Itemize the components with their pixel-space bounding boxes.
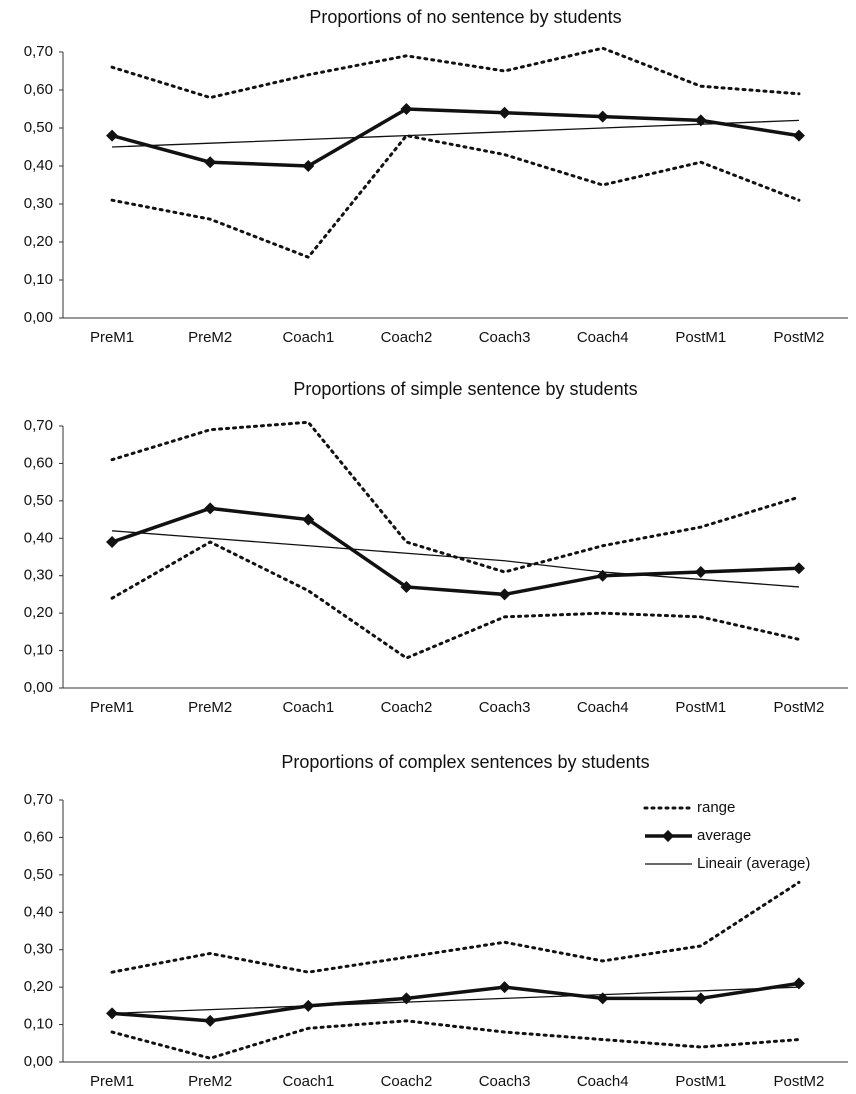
x-tick-label: PreM1	[90, 1073, 134, 1090]
x-tick-label: PostM1	[675, 329, 726, 346]
x-tick-label: Coach4	[577, 1073, 629, 1090]
y-tick-label: 0,30	[24, 195, 53, 212]
y-tick-label: 0,70	[24, 417, 53, 434]
series-line	[111, 981, 800, 1023]
data-point	[106, 536, 119, 549]
x-tick-label: Coach1	[282, 329, 334, 346]
x-tick-label: Coach2	[381, 699, 433, 716]
data-point	[694, 114, 707, 127]
y-tick-label: 0,60	[24, 828, 53, 845]
series-line	[110, 133, 801, 259]
legend-label: Lineair (average)	[697, 855, 810, 872]
series-line	[110, 420, 801, 574]
y-tick-label: 0,00	[24, 679, 53, 696]
x-tick-label: Coach3	[479, 1073, 531, 1090]
chart-title: Proportions of no sentence by students	[309, 7, 621, 27]
y-tick-label: 0,10	[24, 642, 53, 659]
x-tick-label: PostM2	[774, 329, 825, 346]
x-tick-label: PreM2	[188, 699, 232, 716]
x-tick-label: PostM2	[774, 1073, 825, 1090]
data-point	[792, 977, 805, 990]
x-tick-label: Coach1	[282, 1073, 334, 1090]
y-tick-label: 0,50	[24, 866, 53, 883]
y-tick-label: 0,60	[24, 454, 53, 471]
series-line	[112, 530, 799, 588]
series-line	[110, 880, 801, 974]
legend-label: average	[697, 827, 751, 844]
data-point	[204, 156, 217, 169]
y-tick-label: 0,30	[24, 941, 53, 958]
data-point	[694, 565, 707, 578]
data-point	[792, 562, 805, 575]
x-tick-label: PreM1	[90, 329, 134, 346]
legend-marker	[662, 830, 674, 842]
data-point	[400, 103, 413, 115]
y-tick-label: 0,40	[24, 157, 53, 174]
series-line	[110, 46, 801, 100]
x-tick-label: PostM1	[675, 699, 726, 716]
data-point	[106, 129, 119, 142]
x-tick-label: Coach4	[577, 699, 629, 716]
x-tick-label: PostM2	[774, 699, 825, 716]
y-tick-label: 0,00	[24, 309, 53, 326]
y-tick-label: 0,20	[24, 978, 53, 995]
y-tick-label: 0,50	[24, 492, 53, 509]
legend-label: range	[697, 799, 735, 816]
x-tick-label: PreM2	[188, 1073, 232, 1090]
series-line	[110, 540, 801, 660]
data-point	[302, 160, 315, 172]
series-line	[112, 986, 799, 1014]
data-point	[498, 588, 511, 601]
data-point	[792, 129, 805, 142]
data-point	[204, 502, 217, 515]
chart-title: Proportions of complex sentences by stud…	[281, 752, 649, 772]
data-point	[498, 981, 511, 994]
y-tick-label: 0,30	[24, 567, 53, 584]
series-line	[111, 506, 800, 597]
x-tick-label: PostM1	[675, 1073, 726, 1090]
y-tick-label: 0,40	[24, 903, 53, 920]
y-tick-label: 0,70	[24, 791, 53, 808]
y-tick-label: 0,20	[24, 604, 53, 621]
x-tick-label: PreM2	[188, 329, 232, 346]
y-tick-label: 0,50	[24, 119, 53, 136]
x-tick-label: Coach2	[381, 329, 433, 346]
y-tick-label: 0,70	[24, 43, 53, 60]
y-tick-label: 0,10	[24, 1016, 53, 1033]
x-tick-label: Coach3	[479, 329, 531, 346]
x-tick-label: Coach3	[479, 699, 531, 716]
y-tick-label: 0,00	[24, 1053, 53, 1070]
y-tick-label: 0,10	[24, 271, 53, 288]
data-point	[694, 992, 707, 1005]
x-tick-label: PreM1	[90, 699, 134, 716]
y-tick-label: 0,60	[24, 81, 53, 98]
x-tick-label: Coach1	[282, 699, 334, 716]
series-line	[112, 119, 799, 148]
series-line	[111, 107, 800, 168]
series-line	[110, 1019, 801, 1060]
x-tick-label: Coach2	[381, 1073, 433, 1090]
y-tick-label: 0,20	[24, 233, 53, 250]
data-point	[498, 106, 511, 119]
data-point	[400, 580, 413, 593]
data-point	[596, 110, 609, 123]
x-tick-label: Coach4	[577, 329, 629, 346]
chart-title: Proportions of simple sentence by studen…	[293, 379, 637, 399]
y-tick-label: 0,40	[24, 529, 53, 546]
data-point	[204, 1014, 217, 1027]
data-point	[302, 513, 315, 526]
